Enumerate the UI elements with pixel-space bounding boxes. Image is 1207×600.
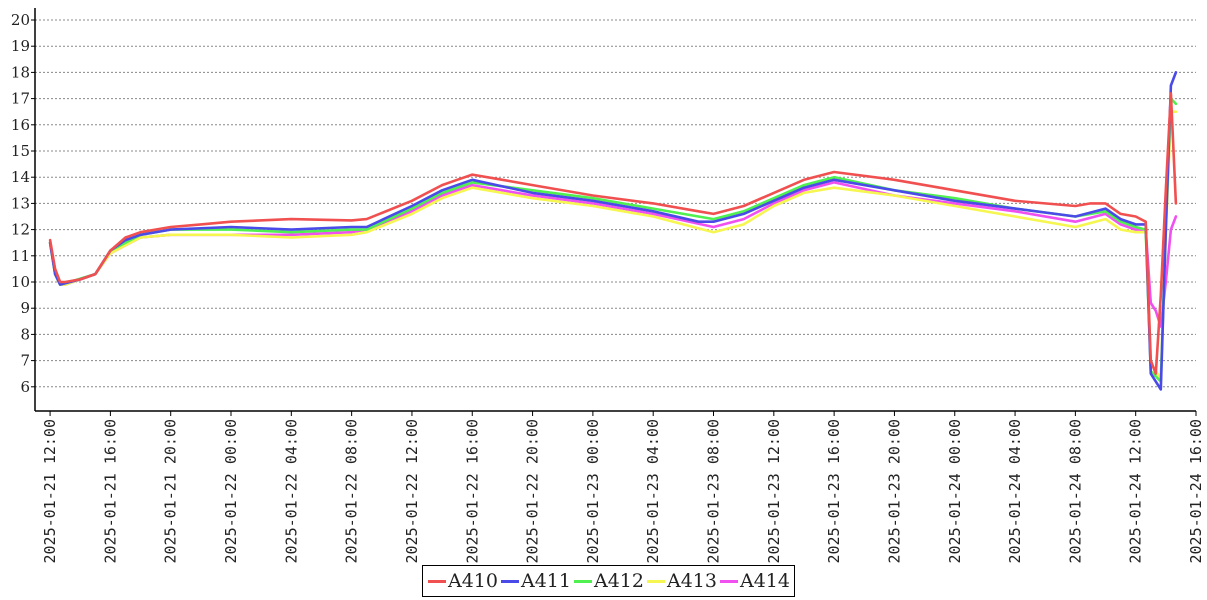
legend-label: A414: [740, 570, 790, 592]
x-tick-label: 2025-01-22 16:00: [463, 419, 481, 564]
x-tick-label: 2025-01-23 08:00: [705, 419, 723, 564]
y-tick-label: 16: [11, 116, 30, 134]
y-tick-label: 13: [11, 194, 30, 212]
legend-label: A411: [521, 570, 571, 592]
x-tick-label: 2025-01-23 12:00: [765, 419, 783, 564]
series-lines: [48, 71, 1178, 391]
legend-swatch-a410: [428, 579, 446, 583]
x-tick-label: 2025-01-22 04:00: [282, 419, 300, 564]
x-tick-label: 2025-01-21 16:00: [101, 419, 119, 564]
x-tick-label: 2025-01-21 12:00: [41, 419, 59, 564]
legend-label: A413: [667, 570, 717, 592]
x-tick-label: 2025-01-22 08:00: [343, 419, 361, 564]
y-tick-label: 19: [11, 37, 30, 55]
x-tick-label: 2025-01-23 04:00: [644, 419, 662, 564]
legend-swatch-a411: [501, 579, 519, 583]
x-tick-label: 2025-01-24 08:00: [1066, 419, 1084, 564]
y-tick-label: 12: [11, 221, 30, 239]
axes: [34, 8, 1196, 412]
legend-item-a411: A411: [499, 570, 571, 592]
legend-item-a414: A414: [718, 570, 790, 592]
y-tick-label: 9: [20, 299, 30, 317]
y-tick-label: 6: [20, 378, 30, 396]
x-tick-label: 2025-01-24 04:00: [1006, 419, 1024, 564]
line-chart: 6 7 8 9 10 11 12 13 14 15 16 17 18 19 20 2025-01-21 12…: [11, 8, 1205, 564]
series-line-a412: [48, 97, 1178, 383]
x-tick-label: 2025-01-23 16:00: [825, 419, 843, 564]
x-tick-label: 2025-01-24 16:00: [1187, 419, 1205, 564]
legend: A410 A411 A412 A413 A414: [422, 565, 795, 597]
y-tick-label: 8: [20, 325, 30, 343]
x-tick-label: 2025-01-22 12:00: [403, 419, 421, 564]
x-tick-label: 2025-01-24 12:00: [1127, 419, 1145, 564]
x-tick-label: 2025-01-23 20:00: [885, 419, 903, 564]
x-tick-label: 2025-01-22 00:00: [222, 419, 240, 564]
x-tick-label: 2025-01-21 20:00: [162, 419, 180, 564]
legend-swatch-a413: [647, 579, 665, 583]
y-tick-label: 11: [11, 247, 30, 265]
legend-label: A410: [448, 570, 498, 592]
y-tick-label: 15: [11, 142, 30, 160]
x-ticks: 2025-01-21 12:00 2025-01-21 16:00 2025-01-…: [41, 411, 1205, 564]
y-tick-label: 20: [11, 11, 30, 29]
y-tick-label: 10: [11, 273, 30, 291]
legend-swatch-a412: [574, 579, 592, 583]
legend-label: A412: [594, 570, 644, 592]
series-line-a410: [48, 92, 1178, 376]
legend-item-a410: A410: [426, 570, 498, 592]
y-tick-label: 18: [11, 63, 30, 81]
x-tick-label: 2025-01-24 00:00: [946, 419, 964, 564]
y-tick-label: 17: [11, 90, 30, 108]
legend-item-a413: A413: [645, 570, 717, 592]
legend-item-a412: A412: [572, 570, 644, 592]
x-tick-label: 2025-01-23 00:00: [584, 419, 602, 564]
y-tick-label: 7: [20, 352, 30, 370]
y-ticks: 6 7 8 9 10 11 12 13 14 15 16 17 18 19 20: [11, 11, 35, 396]
series-line-a413: [48, 110, 1178, 381]
legend-swatch-a414: [720, 579, 738, 583]
y-tick-label: 14: [11, 168, 30, 186]
x-tick-label: 2025-01-22 20:00: [524, 419, 542, 564]
